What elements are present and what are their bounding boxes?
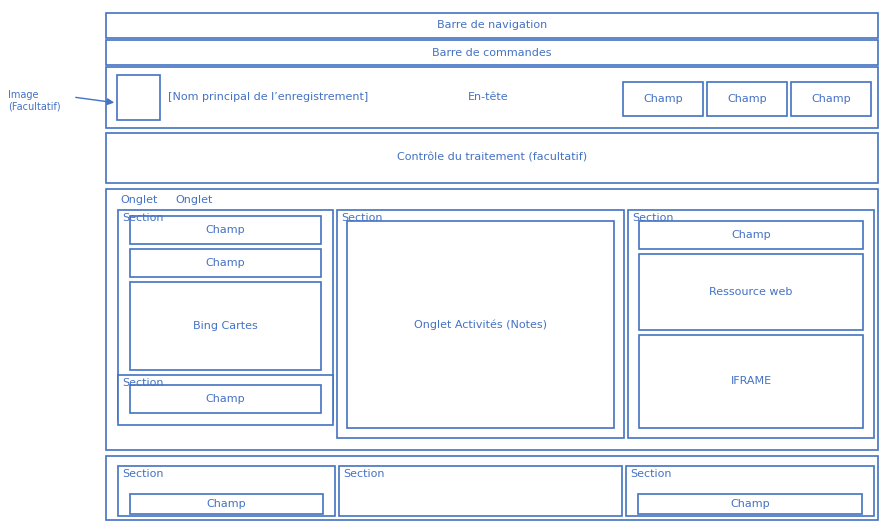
Text: Onglet: Onglet bbox=[175, 195, 212, 205]
Bar bbox=[118, 466, 335, 516]
Text: Champ: Champ bbox=[811, 94, 850, 104]
Bar bbox=[130, 282, 321, 370]
Text: Ressource web: Ressource web bbox=[709, 287, 792, 297]
Bar bbox=[626, 466, 873, 516]
Bar bbox=[117, 75, 159, 120]
Bar bbox=[790, 82, 870, 116]
Bar bbox=[106, 67, 877, 128]
Text: Onglet Activités (Notes): Onglet Activités (Notes) bbox=[414, 319, 547, 330]
Bar bbox=[130, 494, 323, 514]
Text: Barre de navigation: Barre de navigation bbox=[437, 21, 547, 31]
Bar bbox=[130, 385, 321, 413]
Text: Champ: Champ bbox=[642, 94, 682, 104]
Bar bbox=[622, 82, 703, 116]
Text: Champ: Champ bbox=[729, 499, 769, 509]
Text: Champ: Champ bbox=[727, 94, 766, 104]
Bar bbox=[638, 254, 862, 330]
Text: Section: Section bbox=[343, 469, 384, 479]
Text: Section: Section bbox=[632, 213, 672, 223]
Bar bbox=[638, 335, 862, 428]
Bar bbox=[638, 221, 862, 249]
Bar bbox=[627, 210, 873, 438]
Text: Section: Section bbox=[122, 378, 163, 388]
Text: Image
(Facultatif): Image (Facultatif) bbox=[8, 90, 60, 112]
Text: Bing Cartes: Bing Cartes bbox=[193, 321, 258, 331]
Text: En-tête: En-tête bbox=[468, 92, 508, 102]
Text: Champ: Champ bbox=[206, 499, 246, 509]
Text: [Nom principal de l’enregistrement]: [Nom principal de l’enregistrement] bbox=[167, 92, 368, 102]
Text: IFRAME: IFRAME bbox=[729, 376, 771, 386]
Bar bbox=[106, 456, 877, 520]
Bar bbox=[106, 13, 877, 38]
Text: Champ: Champ bbox=[206, 394, 245, 404]
Bar bbox=[118, 210, 332, 420]
Bar bbox=[106, 189, 877, 450]
Text: Section: Section bbox=[122, 213, 163, 223]
Text: Contrôle du traitement (facultatif): Contrôle du traitement (facultatif) bbox=[397, 153, 587, 163]
Text: Champ: Champ bbox=[206, 225, 245, 235]
Text: Champ: Champ bbox=[206, 258, 245, 268]
Bar bbox=[118, 375, 332, 425]
Text: Section: Section bbox=[340, 213, 382, 223]
Bar bbox=[346, 221, 613, 428]
Bar bbox=[338, 466, 621, 516]
Bar bbox=[337, 210, 623, 438]
Bar bbox=[130, 249, 321, 277]
Bar bbox=[106, 133, 877, 183]
Text: Barre de commandes: Barre de commandes bbox=[431, 47, 551, 57]
Bar bbox=[130, 216, 321, 244]
Bar bbox=[637, 494, 861, 514]
Bar bbox=[706, 82, 786, 116]
Text: Champ: Champ bbox=[730, 230, 770, 240]
Text: Onglet: Onglet bbox=[120, 195, 157, 205]
Text: Section: Section bbox=[122, 469, 163, 479]
Bar bbox=[106, 40, 877, 65]
Text: Section: Section bbox=[629, 469, 671, 479]
